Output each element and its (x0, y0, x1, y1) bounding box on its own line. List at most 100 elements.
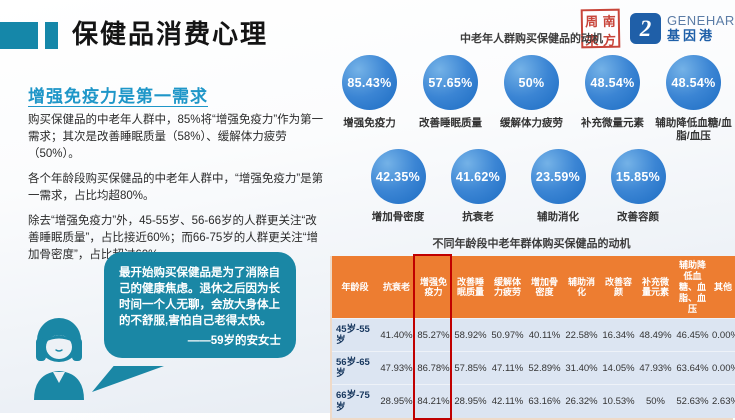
value-cell: 58.92% (452, 318, 489, 352)
col-header: 年龄段 (332, 256, 378, 319)
motive-circles-row-2: 42.35% 增加骨密度 41.62% 抗衰老 23.59% 辅助消化 15.8… (358, 149, 733, 224)
motive-item: 48.54% 辅助降低血糖/血脂/血压 (654, 55, 733, 143)
value-cell: 52.63% (674, 384, 711, 418)
seal-char: 周 (584, 14, 599, 30)
value-cell: 46.45% (674, 318, 711, 352)
motive-value: 48.54% (590, 75, 635, 90)
quote-attribution: ——59岁的安女士 (187, 335, 281, 348)
motives-panel: 中老年人群购买保健品的动机 85.43% 增强免疫力 57.65% 改善睡眠质量… (330, 30, 735, 420)
value-cell: 50.97% (489, 318, 526, 352)
col-header: 辅助降低血糖、血脂、血压 (674, 256, 711, 319)
paragraph-3: 除去“增强免疫力”外，45-55岁、56-66岁的人群更关注“改善睡眠质量”，占… (28, 215, 319, 262)
bubble-chart-title: 中老年人群购买保健品的动机 (460, 33, 603, 45)
age-cell: 45岁-55岁 (332, 318, 378, 352)
table-title: 不同年龄段中老年群体购买保健品的动机 (432, 238, 631, 251)
value-cell: 47.11% (489, 351, 526, 385)
table-row: 56岁-65岁 47.93% 86.78% 57.85% 47.11% 52.8… (332, 351, 735, 385)
motives-table: 年龄段 抗衰老 增强免疫力 改善睡眠质量 缓解体力疲劳 增加骨密度 辅助消化 改… (330, 254, 735, 420)
motive-circle: 48.54% (666, 55, 721, 110)
quote-speech-bubble: 最开始购买保健品是为了消除自己的健康焦虑。退休之后因为长时间一个人无聊，会放大身… (104, 252, 296, 359)
paragraph-1: 购买保健品的中老年人群中，85%将“增强免疫力”作为第一需求；其次是改善睡眠质量… (28, 114, 324, 161)
value-cell: 85.27% (415, 318, 452, 352)
value-cell: 0.00% (711, 318, 735, 352)
motive-circle: 50% (504, 55, 559, 110)
woman-avatar-icon (28, 316, 90, 405)
motive-value: 23.59% (535, 169, 581, 184)
col-header: 改善容颜 (600, 256, 637, 319)
motive-circle: 41.62% (450, 149, 506, 205)
motive-label: 缓解体力疲劳 (500, 117, 563, 129)
motive-item: 48.54% 补充微量元素 (573, 55, 652, 143)
motive-value: 41.62% (455, 169, 501, 184)
table-header-row: 年龄段 抗衰老 增强免疫力 改善睡眠质量 缓解体力疲劳 增加骨密度 辅助消化 改… (332, 256, 735, 319)
value-cell: 28.95% (452, 384, 489, 418)
motive-circle: 85.43% (342, 55, 397, 110)
section-heading: 增强免疫力是第一需求 (28, 87, 208, 106)
seal-char: 南 (602, 13, 616, 29)
motive-item: 85.43% 增强免疫力 (330, 55, 409, 143)
geneharbor-logo: 2 GENEHARBOR 基因港 (630, 13, 735, 44)
motive-value: 42.35% (375, 169, 421, 184)
value-cell: 57.85% (452, 351, 489, 385)
col-header: 缓解体力疲劳 (489, 256, 526, 319)
age-cell: 66岁-75岁 (332, 384, 378, 418)
paragraph-2: 各个年龄段购买保健品的中老年人群中，“增强免疫力”是第一需求，占比均超80%。 (28, 173, 324, 203)
motive-item: 57.65% 改善睡眠质量 (411, 55, 490, 143)
motive-value: 57.65% (428, 75, 473, 90)
value-cell: 50% (637, 384, 674, 418)
value-cell: 63.64% (674, 351, 711, 385)
title-accent-bar-narrow (45, 22, 58, 49)
value-cell: 14.05% (600, 351, 637, 385)
body-text: 购买保健品的中老年人群中，85%将“增强免疫力”作为第一需求；其次是改善睡眠质量… (28, 112, 326, 264)
motive-value: 50% (518, 75, 545, 90)
geneharbor-name-en: GENEHARBOR (667, 13, 735, 29)
value-cell: 10.53% (600, 384, 637, 418)
value-cell: 2.63% (711, 384, 735, 418)
motive-circle: 15.85% (610, 149, 666, 205)
title-accent-bar-wide (0, 22, 38, 49)
col-header: 增加骨密度 (526, 256, 563, 319)
col-header: 补充微量元素 (637, 256, 674, 319)
motive-circle: 23.59% (530, 149, 586, 205)
value-cell: 47.93% (378, 351, 415, 385)
speech-bubble-tail (92, 366, 164, 392)
geneharbor-icon: 2 (630, 13, 661, 44)
value-cell: 0.00% (711, 351, 735, 385)
value-cell: 86.78% (415, 351, 452, 385)
motive-label: 增强免疫力 (343, 117, 396, 129)
value-cell: 22.58% (563, 318, 600, 352)
motive-label: 改善睡眠质量 (419, 117, 482, 129)
value-cell: 40.11% (526, 318, 563, 352)
motive-label: 抗衰老 (462, 211, 494, 224)
motive-value: 48.54% (671, 75, 716, 90)
col-header: 增强免疫力 (415, 256, 452, 319)
value-cell: 16.34% (600, 318, 637, 352)
value-cell: 42.11% (489, 384, 526, 418)
motive-item: 50% 缓解体力疲劳 (492, 55, 571, 143)
quote-text: 最开始购买保健品是为了消除自己的健康焦虑。退休之后因为长时间一个人无聊，会放大身… (119, 267, 280, 328)
value-cell: 41.40% (378, 318, 415, 352)
motive-item: 15.85% 改善容颜 (598, 149, 678, 224)
value-cell: 47.93% (637, 351, 674, 385)
age-cell: 56岁-65岁 (332, 351, 378, 385)
value-cell: 28.95% (378, 384, 415, 418)
motive-item: 42.35% 增加骨密度 (358, 149, 438, 224)
motive-item: 41.62% 抗衰老 (438, 149, 518, 224)
geneharbor-name-cn: 基因港 (667, 27, 716, 43)
value-cell: 48.49% (637, 318, 674, 352)
motive-label: 补充微量元素 (581, 117, 644, 129)
motive-label: 辅助降低血糖/血脂/血压 (655, 117, 732, 143)
col-header: 改善睡眠质量 (452, 256, 489, 319)
motive-circle: 42.35% (370, 149, 426, 205)
col-header: 抗衰老 (378, 256, 415, 319)
table-row: 45岁-55岁 41.40% 85.27% 58.92% 50.97% 40.1… (332, 318, 735, 352)
motive-circles-row-1: 85.43% 增强免疫力 57.65% 改善睡眠质量 50% 缓解体力疲劳 48… (330, 55, 733, 143)
value-cell: 26.32% (563, 384, 600, 418)
motive-circle: 57.65% (423, 55, 478, 110)
table-row: 66岁-75岁 28.95% 84.21% 28.95% 42.11% 63.1… (332, 384, 735, 418)
col-header: 其他 (711, 256, 735, 319)
motive-value: 85.43% (347, 75, 392, 90)
motive-label: 增加骨密度 (371, 211, 425, 224)
value-cell: 63.16% (526, 384, 563, 418)
value-cell: 31.40% (563, 351, 600, 385)
